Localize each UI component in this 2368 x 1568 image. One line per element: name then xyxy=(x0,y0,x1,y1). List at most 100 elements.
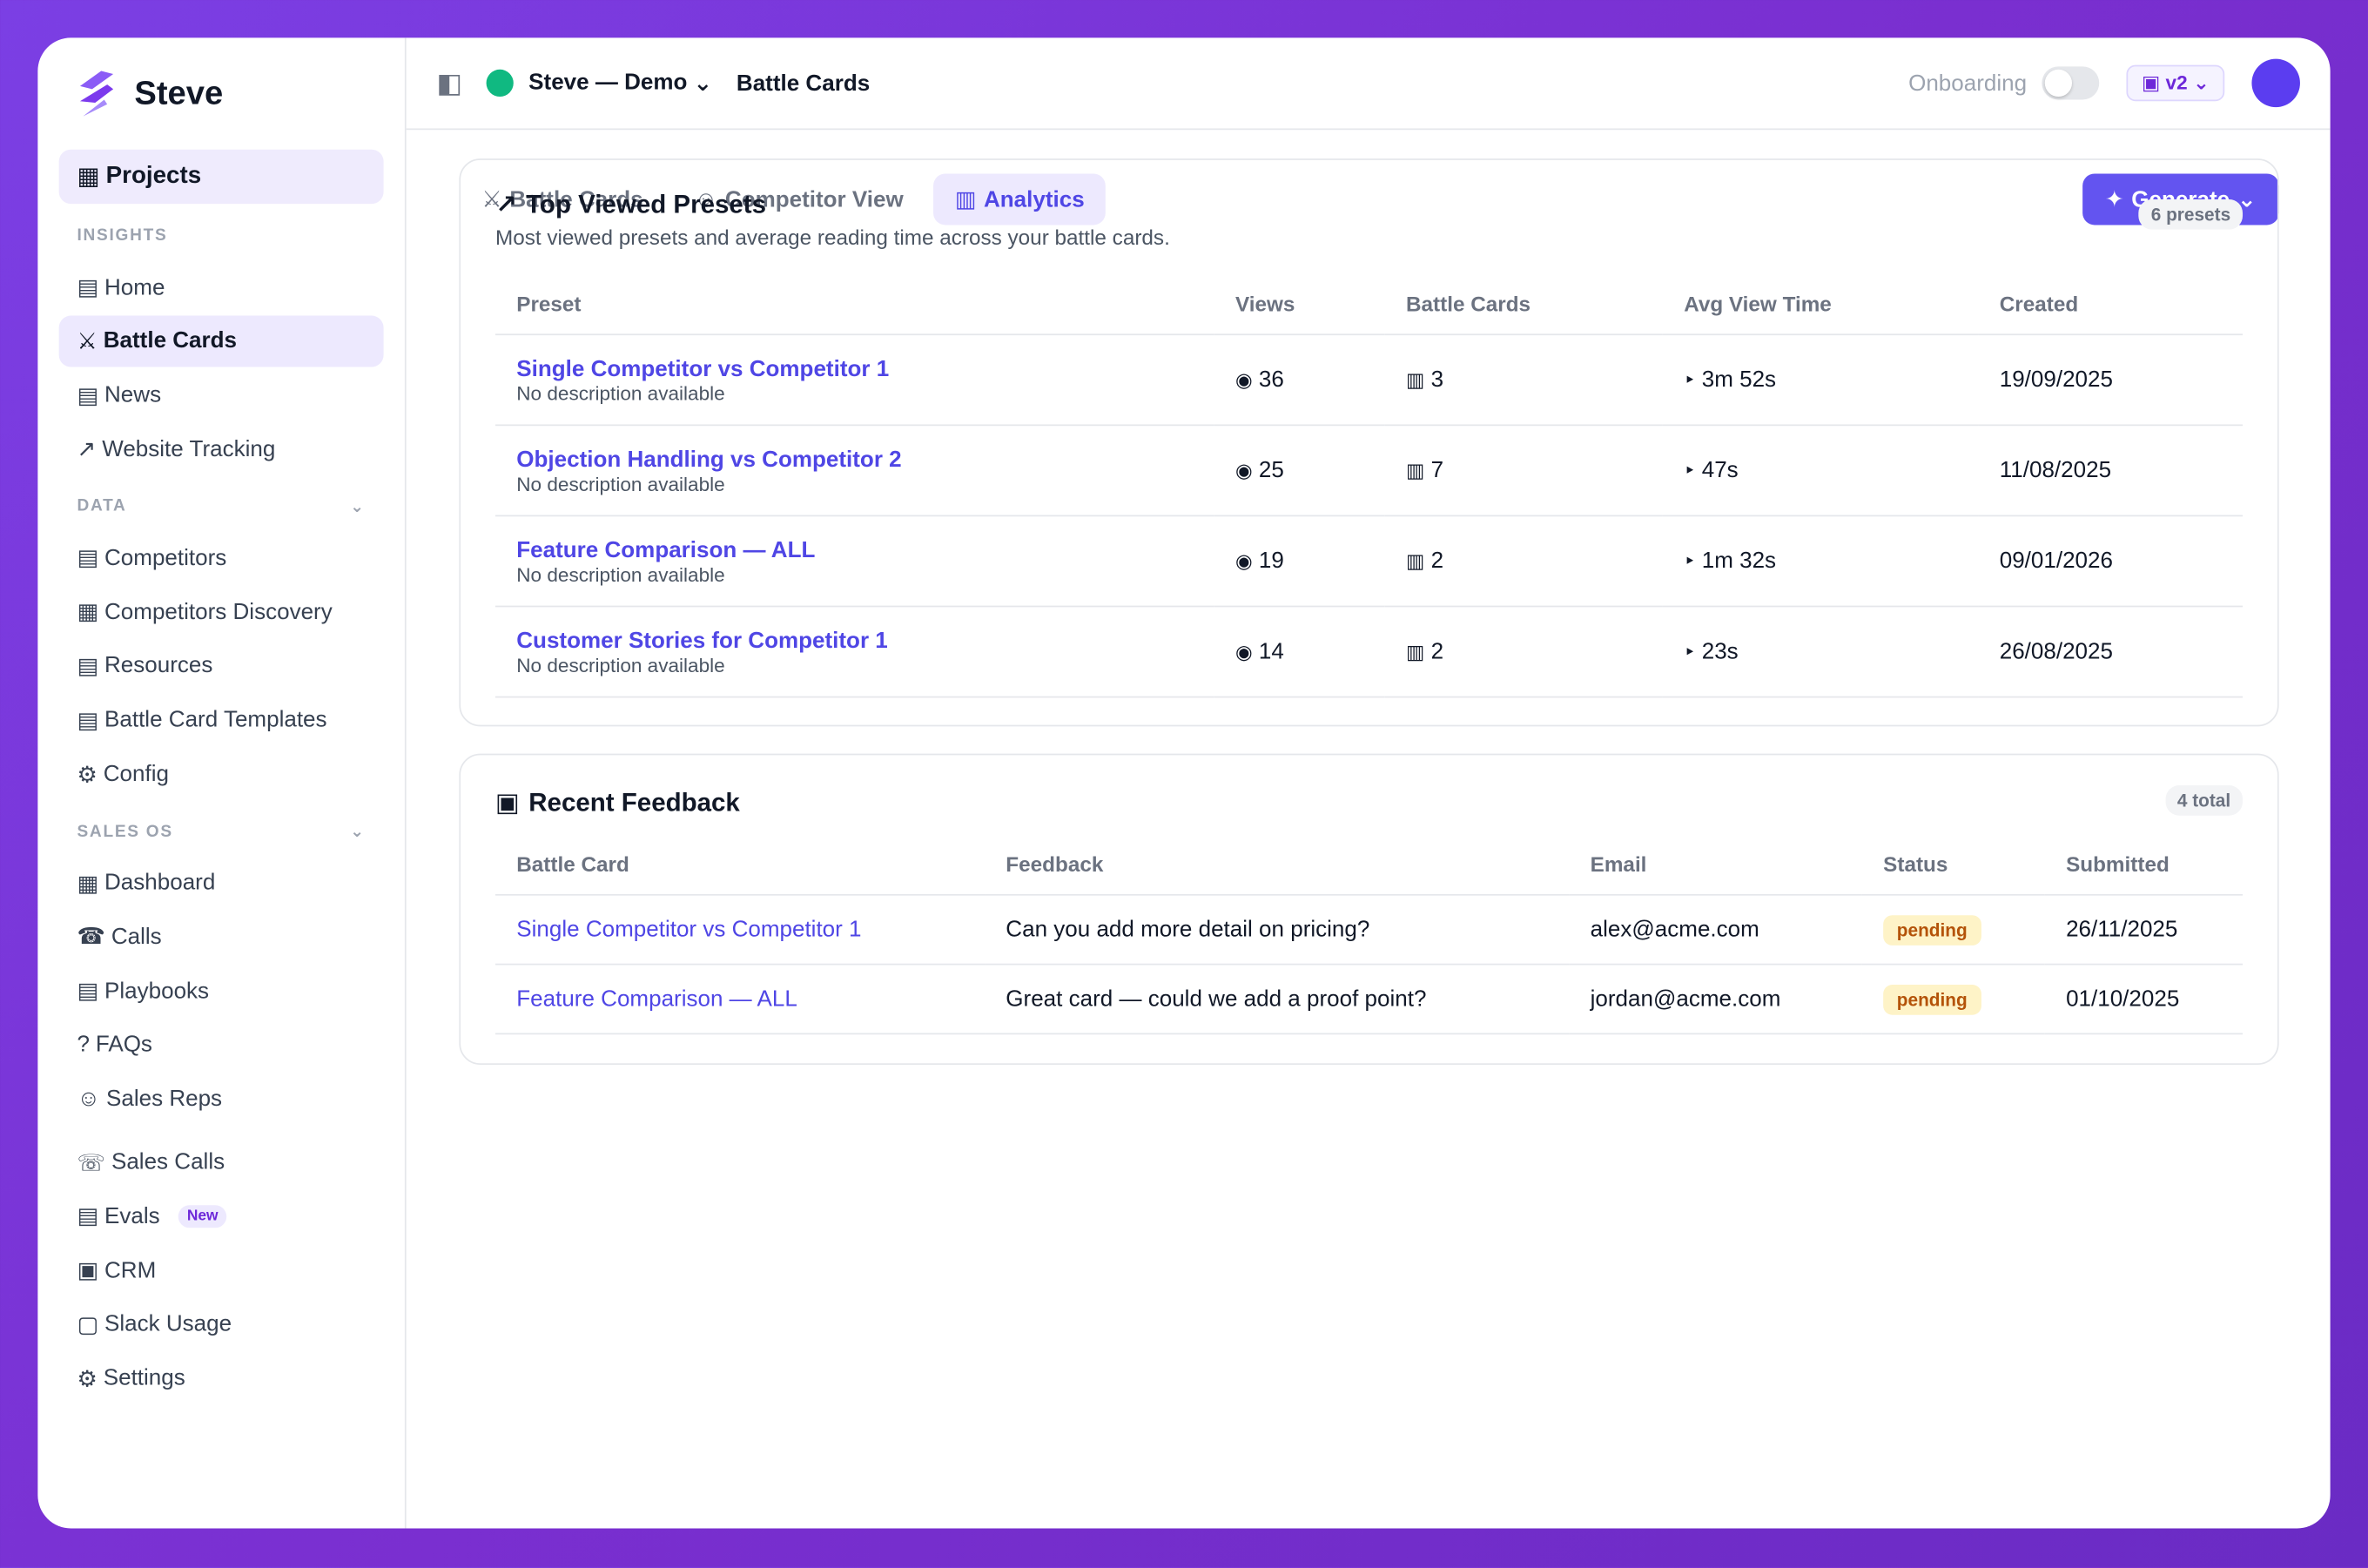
nav-item[interactable]: ▤ Evals New xyxy=(59,1191,384,1242)
nav-item[interactable]: ⚙ Settings xyxy=(59,1353,384,1404)
feedback-table: Battle Card Feedback Email Status Submitted S… xyxy=(494,833,2244,1035)
icon: ▣ xyxy=(77,1258,99,1284)
icon: ? xyxy=(77,1032,90,1059)
created-cell: 11/08/2025 xyxy=(1978,425,2244,517)
icon: ▤ xyxy=(77,979,99,1005)
label: News xyxy=(104,382,162,408)
nav-item[interactable]: ▤ Resources xyxy=(59,640,384,691)
preset-description: No description available xyxy=(516,653,725,676)
feedback-row: Single Competitor vs Competitor 1 Can you… xyxy=(494,894,2244,966)
column-header: Views xyxy=(1214,273,1385,336)
card-title: ▣ Recent Feedback xyxy=(495,789,740,819)
status-badge: pending xyxy=(1883,915,1981,946)
nav-item[interactable]: ▣ CRM xyxy=(59,1245,384,1296)
label: Analytics xyxy=(983,186,1085,212)
column-header: Battle Card xyxy=(494,833,986,896)
icon: ⚙ xyxy=(77,1366,98,1392)
tab[interactable]: ☺ Competitor View xyxy=(673,173,925,225)
column-header: Preset xyxy=(494,273,1214,336)
icon: ◉ xyxy=(1234,459,1253,482)
label: Settings xyxy=(103,1365,185,1392)
email: jordan@acme.com xyxy=(1569,964,1862,1035)
preset-name[interactable]: Single Competitor vs Competitor 1 xyxy=(516,355,890,382)
icon: ☺ xyxy=(694,186,718,212)
preset-cell: Feature Comparison — ALL No description a… xyxy=(494,515,1214,608)
column-header: Feedback xyxy=(985,833,1570,896)
nav-item[interactable]: ⚙ Config xyxy=(59,749,384,800)
cards-cell: ▥ 3 xyxy=(1384,334,1663,427)
nav-item[interactable]: ▤ Home xyxy=(59,261,384,313)
sidebar-toggle[interactable]: ◧ xyxy=(436,67,462,98)
created-cell: 26/08/2025 xyxy=(1978,606,2244,698)
version-icon: ▣ xyxy=(2141,71,2161,94)
app-window: Steve ▦ Projects INSIGHTS ▤ Home ⚔ Battle Cards… xyxy=(37,37,2331,1529)
generate-icon: ✦ xyxy=(2104,187,2124,213)
header-row: Preset Views Battle Cards Avg View Time Crea… xyxy=(494,273,2244,336)
label: Config xyxy=(103,761,169,787)
preset-name[interactable]: Customer Stories for Competitor 1 xyxy=(516,627,888,654)
nav-item[interactable]: ☺ Sales Reps xyxy=(59,1073,384,1125)
status-cell: pending xyxy=(1861,894,2045,966)
workspace-select[interactable]: Steve — Demo ⌄ xyxy=(528,70,712,97)
card-header: ▣ Recent Feedback 4 total xyxy=(495,785,2244,819)
label: CRM xyxy=(104,1257,157,1283)
onboarding-toggle[interactable] xyxy=(2042,66,2100,100)
value: 36 xyxy=(1258,367,1284,394)
presets-table: Preset Views Battle Cards Avg View Time Crea… xyxy=(494,273,2244,698)
title: Top Viewed Presets xyxy=(526,190,767,219)
icon: ▤ xyxy=(77,545,99,572)
card-link[interactable]: Feature Comparison — ALL xyxy=(494,964,986,1035)
icon: ‣ xyxy=(1684,368,1696,392)
icon: ↗ xyxy=(77,437,97,463)
nav-item[interactable]: ▦ Dashboard xyxy=(59,858,384,909)
version-select[interactable]: ▣ v2 ⌄ xyxy=(2126,64,2225,102)
nav-item[interactable]: ☎ Calls xyxy=(59,912,384,963)
icon: ◉ xyxy=(1234,640,1253,663)
card-subtitle: Most viewed presets and average reading … xyxy=(494,225,1170,250)
section-caret[interactable]: ⌄ xyxy=(350,823,366,842)
label: Battle Card Templates xyxy=(104,707,327,733)
status-dot xyxy=(486,69,514,98)
table-head: Preset Views Battle Cards Avg View Time Crea… xyxy=(494,273,2244,336)
label: Competitors xyxy=(104,545,227,571)
icon: ▦ xyxy=(77,600,99,626)
column-header: Created xyxy=(1978,273,2244,336)
time-cell: ‣ 3m 52s xyxy=(1662,334,1979,427)
workspace: Steve — Demo xyxy=(528,69,688,96)
status-badge: pending xyxy=(1883,985,1981,1015)
value: 7 xyxy=(1430,457,1444,484)
version-label: v2 xyxy=(2165,71,2188,94)
section-label: INSIGHTS xyxy=(77,226,168,246)
nav-item[interactable]: ▤ Playbooks xyxy=(59,966,384,1017)
preset-name[interactable]: Feature Comparison — ALL xyxy=(516,536,816,563)
nav-item[interactable]: ▦ Competitors Discovery xyxy=(59,586,384,637)
feedback-text: Can you add more detail on pricing? xyxy=(985,894,1570,966)
tab[interactable]: ▥ Analytics xyxy=(933,173,1106,225)
nav-item[interactable]: ▢ Slack Usage xyxy=(59,1299,384,1350)
tab[interactable]: ⚔ Battle Cards xyxy=(461,173,664,225)
section-caret[interactable]: ⌄ xyxy=(350,498,366,517)
card-heading: ▣ Recent Feedback xyxy=(495,789,740,819)
preset-row: Feature Comparison — ALL No description a… xyxy=(494,515,2244,608)
projects-button[interactable]: ▦ Projects xyxy=(58,149,384,205)
nav-item[interactable]: ☏ Sales Calls xyxy=(59,1136,384,1188)
preset-row: Objection Handling vs Competitor 2 No des… xyxy=(494,425,2244,517)
label: Playbooks xyxy=(104,978,210,1005)
nav-item[interactable]: ▤ Battle Card Templates xyxy=(59,695,384,746)
icon: ▤ xyxy=(77,708,99,734)
avatar[interactable] xyxy=(2251,58,2300,108)
icon: ▥ xyxy=(1406,368,1425,392)
label: Website Tracking xyxy=(102,436,276,462)
views-cell: ◉ 36 xyxy=(1214,334,1385,427)
icon: ▢ xyxy=(77,1312,99,1338)
nav-item[interactable]: ▤ Competitors xyxy=(59,532,384,583)
nav-item[interactable]: ⚔ Battle Cards xyxy=(58,315,384,367)
value: 23s xyxy=(1701,638,1739,665)
card-link[interactable]: Single Competitor vs Competitor 1 xyxy=(494,894,986,966)
nav-item[interactable]: ▤ News xyxy=(59,369,384,421)
nav-item[interactable]: ? FAQs xyxy=(59,1020,384,1071)
column-header: Submitted xyxy=(2044,833,2244,896)
nav-item[interactable]: ↗ Website Tracking xyxy=(59,423,384,474)
preset-name[interactable]: Objection Handling vs Competitor 2 xyxy=(516,446,902,473)
